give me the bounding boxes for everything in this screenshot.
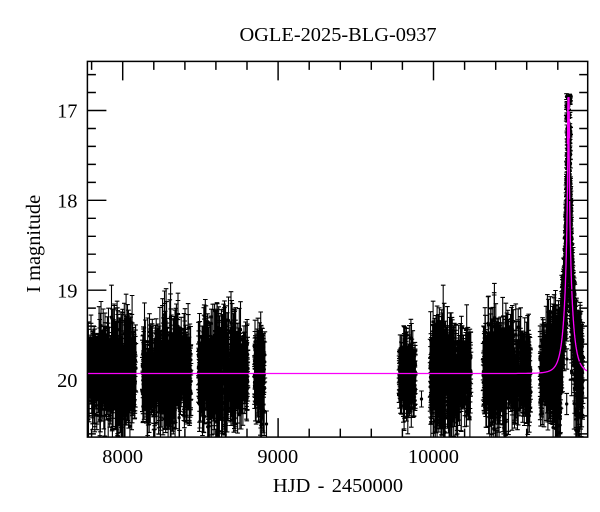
- svg-text:19: 19: [57, 280, 77, 302]
- svg-text:OGLE-2025-BLG-0937: OGLE-2025-BLG-0937: [239, 24, 436, 46]
- svg-text:HJD - 2450000: HJD - 2450000: [273, 475, 403, 497]
- svg-text:8000: 8000: [102, 446, 143, 468]
- svg-text:I magnitude: I magnitude: [23, 195, 45, 293]
- svg-text:10000: 10000: [408, 446, 459, 468]
- svg-text:20: 20: [57, 370, 77, 392]
- svg-text:18: 18: [57, 190, 77, 212]
- svg-text:17: 17: [57, 101, 77, 123]
- svg-text:9000: 9000: [257, 446, 298, 468]
